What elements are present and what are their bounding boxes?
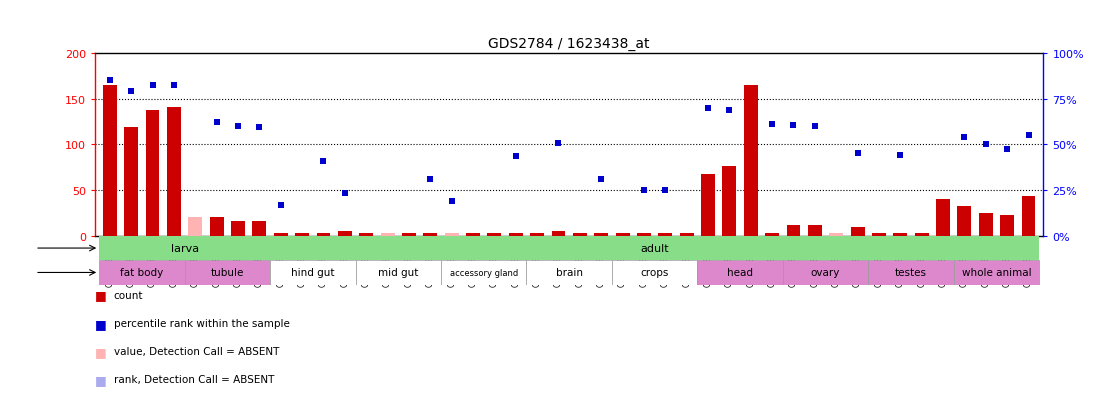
Bar: [698, 261, 782, 285]
Bar: [402, 233, 416, 236]
Bar: [231, 222, 244, 236]
Text: head: head: [728, 268, 753, 278]
Text: larva: larva: [171, 244, 199, 254]
Bar: [338, 232, 352, 236]
Text: ■: ■: [95, 317, 107, 330]
Bar: [184, 261, 270, 285]
Text: count: count: [114, 290, 143, 300]
Bar: [530, 233, 545, 236]
Bar: [167, 107, 181, 236]
Bar: [1000, 215, 1014, 236]
Bar: [103, 85, 117, 236]
Bar: [210, 217, 223, 236]
Bar: [509, 233, 522, 236]
Bar: [441, 261, 527, 285]
Text: fat body: fat body: [121, 268, 163, 278]
Bar: [252, 222, 267, 236]
Bar: [527, 261, 612, 285]
Text: ■: ■: [95, 373, 107, 386]
Bar: [573, 233, 587, 236]
Bar: [145, 111, 160, 236]
Text: percentile rank within the sample: percentile rank within the sample: [114, 318, 290, 328]
Bar: [551, 232, 566, 236]
Text: value, Detection Call = ABSENT: value, Detection Call = ABSENT: [114, 347, 279, 356]
Bar: [270, 236, 1039, 261]
Bar: [356, 261, 441, 285]
Bar: [359, 233, 373, 236]
Bar: [829, 233, 844, 236]
Bar: [850, 227, 865, 236]
Text: rank, Detection Call = ABSENT: rank, Detection Call = ABSENT: [114, 375, 275, 385]
Bar: [915, 233, 929, 236]
Text: accessory gland: accessory gland: [450, 268, 518, 277]
Bar: [954, 261, 1039, 285]
Bar: [744, 85, 758, 236]
Bar: [894, 233, 907, 236]
Bar: [979, 214, 993, 236]
Text: crops: crops: [641, 268, 668, 278]
Bar: [189, 217, 202, 236]
Bar: [466, 233, 480, 236]
Bar: [444, 233, 459, 236]
Text: mid gut: mid gut: [378, 268, 418, 278]
Bar: [317, 233, 330, 236]
Bar: [612, 261, 698, 285]
Bar: [99, 236, 270, 261]
Bar: [270, 261, 356, 285]
Bar: [637, 233, 651, 236]
Bar: [488, 233, 501, 236]
Bar: [616, 233, 629, 236]
Bar: [594, 233, 608, 236]
Bar: [273, 233, 288, 236]
Text: tubule: tubule: [211, 268, 244, 278]
Text: ovary: ovary: [811, 268, 840, 278]
Bar: [658, 233, 672, 236]
Bar: [295, 233, 309, 236]
Bar: [868, 261, 954, 285]
Bar: [99, 261, 184, 285]
Text: brain: brain: [556, 268, 583, 278]
Title: GDS2784 / 1623438_at: GDS2784 / 1623438_at: [489, 37, 650, 51]
Text: testes: testes: [895, 268, 927, 278]
Bar: [872, 233, 886, 236]
Text: ■: ■: [95, 345, 107, 358]
Bar: [958, 206, 971, 236]
Text: whole animal: whole animal: [962, 268, 1031, 278]
Text: adult: adult: [641, 244, 668, 254]
Text: ■: ■: [95, 289, 107, 302]
Bar: [680, 233, 694, 236]
Bar: [701, 174, 715, 236]
Bar: [423, 233, 437, 236]
Bar: [381, 233, 394, 236]
Bar: [1021, 197, 1036, 236]
Bar: [936, 200, 950, 236]
Bar: [782, 261, 868, 285]
Bar: [808, 225, 821, 236]
Bar: [124, 128, 138, 236]
Bar: [722, 167, 737, 236]
Text: hind gut: hind gut: [291, 268, 335, 278]
Bar: [766, 233, 779, 236]
Bar: [787, 225, 800, 236]
